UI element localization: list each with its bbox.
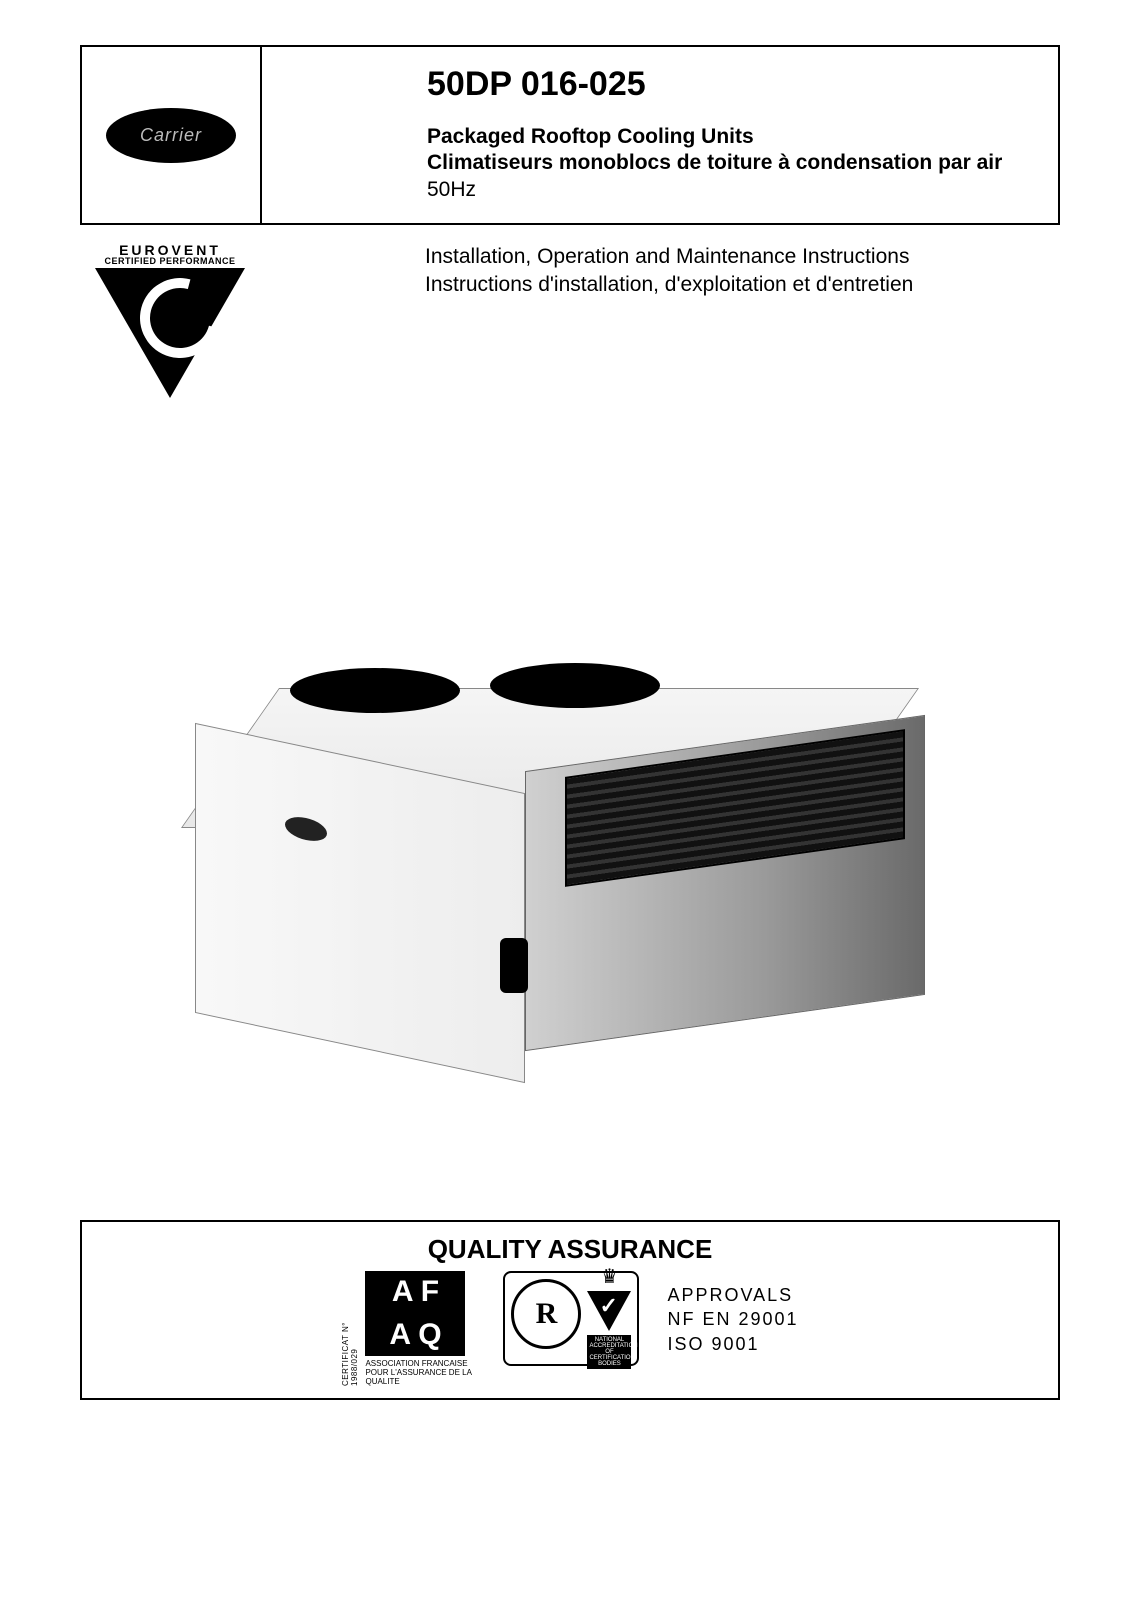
- afaq-block: CERTIFICAT N° 1988/029 A FA Q ASSOCIATIO…: [341, 1271, 475, 1386]
- subtitle-en: Packaged Rooftop Cooling Units: [427, 124, 1038, 150]
- subtitle-fr: Climatiseurs monoblocs de toiture à cond…: [427, 150, 1038, 176]
- eurovent-line1: EUROVENT: [119, 243, 221, 257]
- brand-text: Carrier: [140, 125, 202, 146]
- qa-title: QUALITY ASSURANCE: [100, 1234, 1040, 1265]
- afaq-logo-icon: A FA Q: [365, 1271, 465, 1356]
- eurovent-line2: CERTIFIED PERFORMANCE: [104, 257, 235, 266]
- approvals-text: APPROVALS NF EN 29001 ISO 9001: [667, 1271, 798, 1356]
- lloyds-register-block: R ♛ NATIONAL ACCREDITATION OF CERTIFICAT…: [503, 1271, 639, 1366]
- instructions-fr: Instructions d'installation, d'exploitat…: [425, 271, 1060, 299]
- fan-icon: [290, 668, 460, 713]
- eurovent-triangle-icon: [95, 268, 245, 398]
- approvals-standard-2: ISO 9001: [667, 1332, 798, 1356]
- approvals-label: APPROVALS: [667, 1283, 798, 1307]
- crown-icon: ♛: [601, 1267, 619, 1287]
- lloyds-seal-icon: R: [511, 1279, 581, 1349]
- afaq-certificate-number: CERTIFICAT N° 1988/029: [341, 1301, 359, 1386]
- frequency: 50Hz: [427, 177, 1038, 203]
- nacb-label: NATIONAL ACCREDITATION OF CERTIFICATION …: [587, 1335, 631, 1369]
- approvals-standard-1: NF EN 29001: [667, 1307, 798, 1331]
- instructions-block: Installation, Operation and Maintenance …: [260, 243, 1060, 398]
- title-cell: 50DP 016-025 Packaged Rooftop Cooling Un…: [262, 47, 1058, 223]
- eurovent-badge: EUROVENT CERTIFIED PERFORMANCE: [80, 243, 260, 398]
- product-image: [80, 658, 1060, 1098]
- quality-assurance-box: QUALITY ASSURANCE CERTIFICAT N° 1988/029…: [80, 1220, 1060, 1400]
- fan-icon: [490, 663, 660, 708]
- door-handle-icon: [500, 938, 528, 993]
- model-number: 50DP 016-025: [427, 65, 1038, 104]
- brand-cell: Carrier: [82, 47, 262, 223]
- instructions-en: Installation, Operation and Maintenance …: [425, 243, 1060, 271]
- title-box: Carrier 50DP 016-025 Packaged Rooftop Co…: [80, 45, 1060, 225]
- checkmark-triangle-icon: [587, 1291, 631, 1331]
- afaq-caption: ASSOCIATION FRANCAISE POUR L'ASSURANCE D…: [365, 1360, 475, 1386]
- carrier-logo: Carrier: [106, 108, 236, 163]
